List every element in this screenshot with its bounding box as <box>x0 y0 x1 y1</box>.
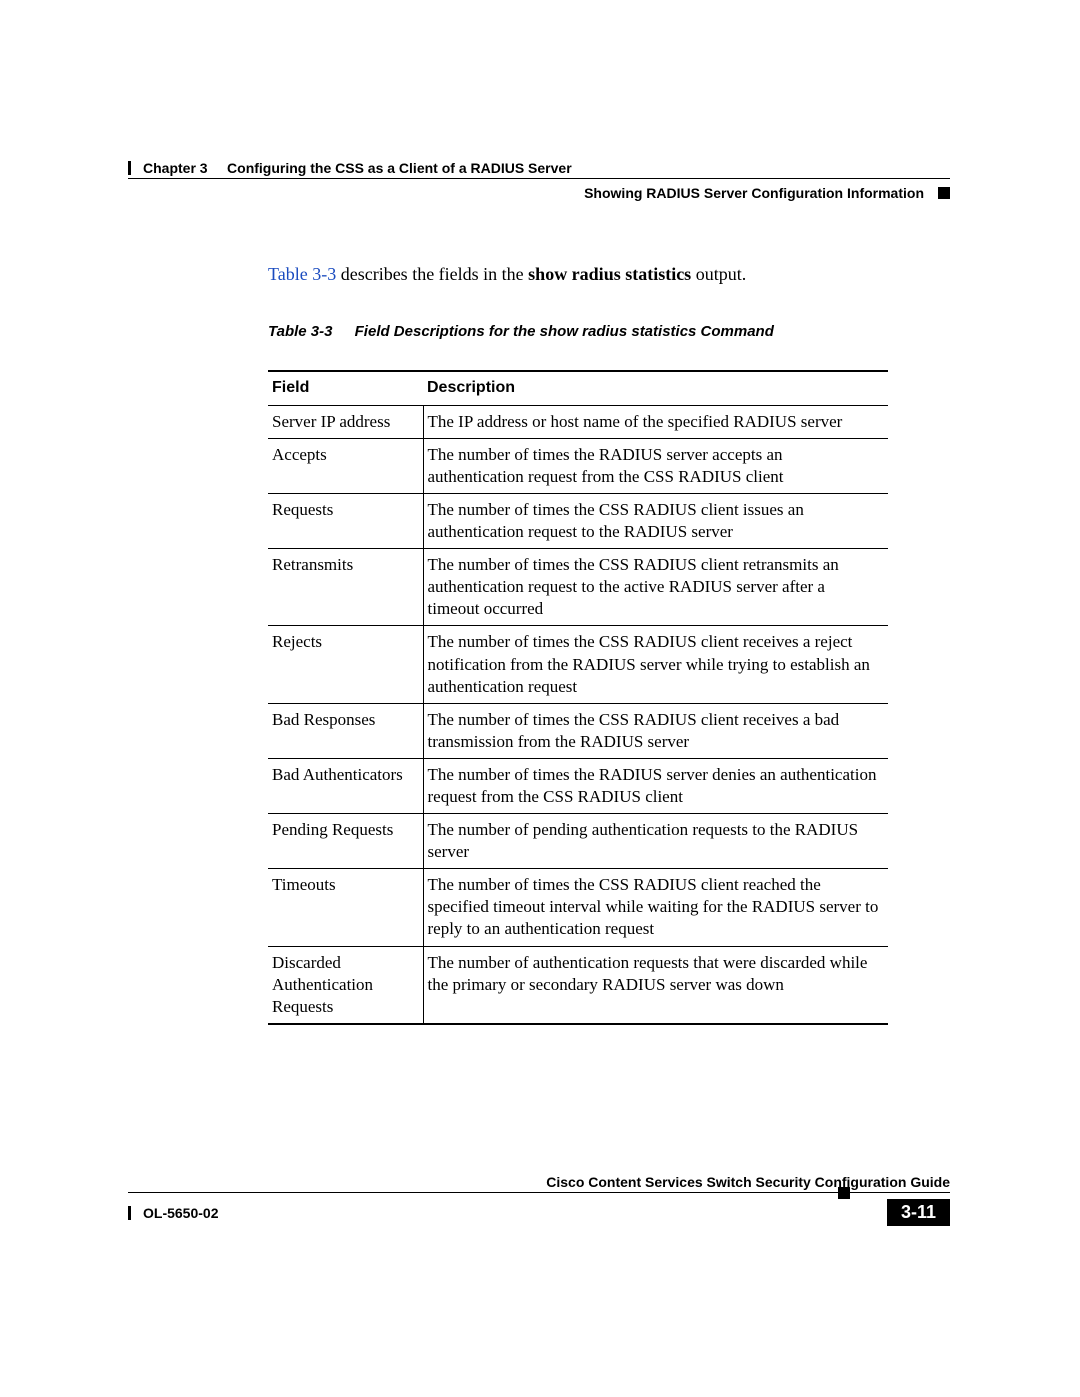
page-number-badge: 3-11 <box>887 1199 950 1226</box>
table-number: Table 3-3 <box>268 323 332 340</box>
table-row: Pending RequestsThe number of pending au… <box>268 814 888 869</box>
field-cell: Retransmits <box>268 549 423 626</box>
field-cell: Rejects <box>268 626 423 703</box>
field-cell: Bad Authenticators <box>268 758 423 813</box>
col-description: Description <box>423 371 888 405</box>
header-rule <box>128 178 950 179</box>
table-row: RequestsThe number of times the CSS RADI… <box>268 493 888 548</box>
description-cell: The number of pending authentication req… <box>423 814 888 869</box>
description-cell: The number of times the RADIUS server de… <box>423 758 888 813</box>
description-cell: The number of times the RADIUS server ac… <box>423 438 888 493</box>
header-square-icon <box>938 187 950 199</box>
running-header: Chapter 3 Configuring the CSS as a Clien… <box>128 160 950 176</box>
intro-text-b: output. <box>691 264 746 284</box>
table-caption-text: Field Descriptions for the show radius s… <box>355 323 774 340</box>
body: Table 3-3 describes the fields in the sh… <box>268 263 908 1025</box>
page-content: Chapter 3 Configuring the CSS as a Clien… <box>128 160 950 1025</box>
table-row: TimeoutsThe number of times the CSS RADI… <box>268 869 888 946</box>
footer-square-icon <box>838 1187 850 1199</box>
header-left-bar <box>128 161 131 175</box>
table-row: RejectsThe number of times the CSS RADIU… <box>268 626 888 703</box>
field-cell: Accepts <box>268 438 423 493</box>
section-line: Showing RADIUS Server Configuration Info… <box>128 185 950 201</box>
table-row: AcceptsThe number of times the RADIUS se… <box>268 438 888 493</box>
footer-guide-title: Cisco Content Services Switch Security C… <box>128 1174 950 1190</box>
chapter-title: Configuring the CSS as a Client of a RAD… <box>227 160 572 176</box>
field-description-table: Field Description Server IP addressThe I… <box>268 370 888 1025</box>
table-row: Bad ResponsesThe number of times the CSS… <box>268 703 888 758</box>
page-footer: Cisco Content Services Switch Security C… <box>128 1174 950 1226</box>
intro-bold: show radius statistics <box>528 264 691 284</box>
field-cell: Server IP address <box>268 405 423 438</box>
section-title: Showing RADIUS Server Configuration Info… <box>584 185 924 201</box>
description-cell: The number of times the CSS RADIUS clien… <box>423 703 888 758</box>
table-ref-link[interactable]: Table 3-3 <box>268 264 336 284</box>
table-row: Server IP addressThe IP address or host … <box>268 405 888 438</box>
chapter-label: Chapter 3 <box>143 160 208 176</box>
description-cell: The number of times the CSS RADIUS clien… <box>423 549 888 626</box>
doc-number: OL-5650-02 <box>143 1205 218 1221</box>
intro-paragraph: Table 3-3 describes the fields in the sh… <box>268 263 908 286</box>
col-field: Field <box>268 371 423 405</box>
field-cell: Pending Requests <box>268 814 423 869</box>
description-cell: The IP address or host name of the speci… <box>423 405 888 438</box>
description-cell: The number of times the CSS RADIUS clien… <box>423 869 888 946</box>
field-cell: Timeouts <box>268 869 423 946</box>
field-cell: Bad Responses <box>268 703 423 758</box>
intro-text-a: describes the fields in the <box>336 264 528 284</box>
chapter-line: Chapter 3 Configuring the CSS as a Clien… <box>143 160 950 176</box>
footer-doc: OL-5650-02 <box>128 1205 218 1221</box>
table-header-row: Field Description <box>268 371 888 405</box>
description-cell: The number of times the CSS RADIUS clien… <box>423 493 888 548</box>
field-cell: Requests <box>268 493 423 548</box>
footer-rule <box>128 1192 950 1193</box>
description-cell: The number of authentication requests th… <box>423 946 888 1024</box>
footer-left-bar <box>128 1206 131 1220</box>
table-row: Bad AuthenticatorsThe number of times th… <box>268 758 888 813</box>
table-row: Discarded Authentication RequestsThe num… <box>268 946 888 1024</box>
field-cell: Discarded Authentication Requests <box>268 946 423 1024</box>
table-row: RetransmitsThe number of times the CSS R… <box>268 549 888 626</box>
description-cell: The number of times the CSS RADIUS clien… <box>423 626 888 703</box>
footer-row: OL-5650-02 3-11 <box>128 1199 950 1226</box>
table-caption: Table 3-3 Field Descriptions for the sho… <box>268 322 908 342</box>
